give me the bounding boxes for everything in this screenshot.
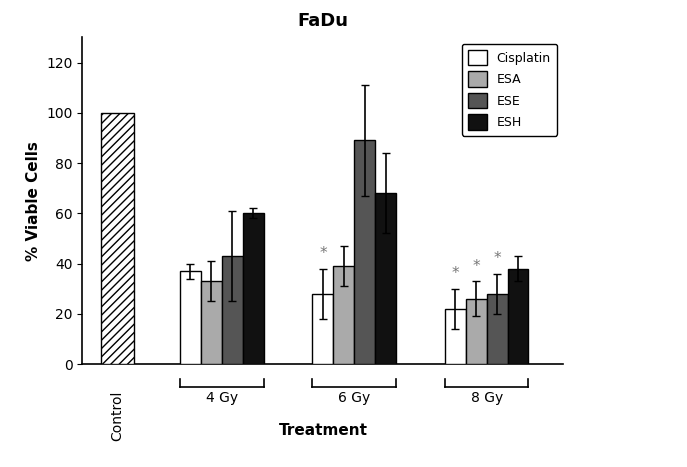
Bar: [375, 193, 396, 364]
Bar: [180, 271, 201, 364]
Bar: [486, 294, 508, 364]
Text: *: *: [451, 266, 459, 281]
Text: Treatment: Treatment: [278, 423, 368, 438]
Text: 8 Gy: 8 Gy: [471, 391, 503, 405]
Bar: [222, 256, 243, 364]
Bar: [100, 113, 134, 364]
Text: *: *: [493, 251, 501, 266]
Bar: [354, 141, 375, 364]
Bar: [243, 213, 264, 364]
Bar: [466, 299, 486, 364]
Bar: [445, 309, 466, 364]
Text: *: *: [319, 246, 327, 261]
Bar: [313, 294, 333, 364]
Text: *: *: [473, 259, 480, 274]
Y-axis label: % Viable Cells: % Viable Cells: [26, 141, 41, 261]
Text: 4 Gy: 4 Gy: [206, 391, 238, 405]
Text: 6 Gy: 6 Gy: [338, 391, 370, 405]
Bar: [508, 269, 528, 364]
Bar: [201, 281, 222, 364]
Text: Control: Control: [111, 391, 124, 441]
Bar: [333, 266, 354, 364]
Title: FaDu: FaDu: [297, 12, 348, 30]
Legend: Cisplatin, ESA, ESE, ESH: Cisplatin, ESA, ESE, ESH: [462, 43, 557, 136]
